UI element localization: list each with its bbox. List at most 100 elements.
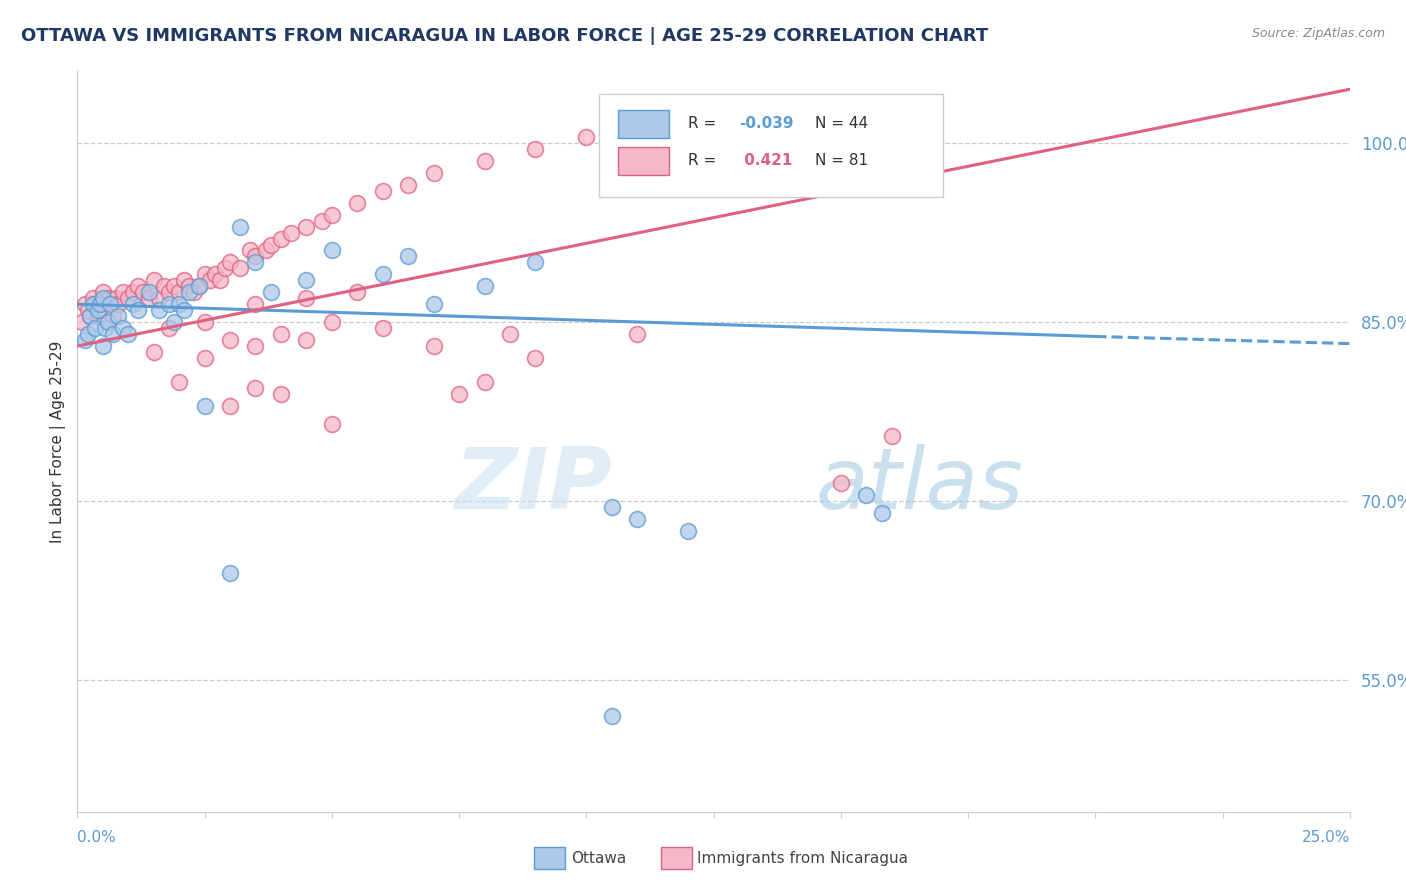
Point — [396, 178, 419, 192]
Point — [84, 297, 107, 311]
Point — [245, 255, 267, 269]
Point — [524, 142, 547, 156]
Point — [830, 476, 852, 491]
Point — [179, 285, 201, 300]
Point — [112, 321, 135, 335]
Point — [94, 321, 117, 335]
Point — [346, 285, 368, 300]
Point — [208, 273, 231, 287]
Point — [157, 285, 180, 300]
Point — [855, 488, 877, 502]
Point — [422, 166, 444, 180]
Point — [194, 268, 217, 282]
Text: Immigrants from Nicaragua: Immigrants from Nicaragua — [697, 851, 908, 865]
Text: N = 81: N = 81 — [815, 153, 869, 168]
Point — [229, 219, 252, 234]
Point — [422, 297, 444, 311]
Text: 0.421: 0.421 — [740, 153, 793, 168]
Point — [167, 285, 190, 300]
Point — [600, 709, 623, 723]
Text: R =: R = — [688, 153, 721, 168]
Point — [76, 327, 98, 342]
Point — [295, 291, 318, 305]
Point — [880, 428, 903, 442]
Point — [107, 297, 129, 311]
Point — [194, 351, 217, 365]
Point — [239, 244, 262, 258]
Point — [91, 285, 114, 300]
Point — [219, 566, 242, 580]
Point — [112, 285, 135, 300]
Point — [82, 291, 104, 305]
Point — [148, 303, 170, 318]
Point — [91, 291, 114, 305]
Point — [295, 273, 318, 287]
Text: OTTAWA VS IMMIGRANTS FROM NICARAGUA IN LABOR FORCE | AGE 25-29 CORRELATION CHART: OTTAWA VS IMMIGRANTS FROM NICARAGUA IN L… — [21, 27, 988, 45]
Point — [132, 285, 155, 300]
Point — [89, 303, 111, 318]
Point — [396, 250, 419, 264]
Point — [91, 339, 114, 353]
Text: ZIP: ZIP — [454, 444, 612, 527]
Point — [73, 297, 96, 311]
Point — [280, 226, 302, 240]
Point — [79, 309, 101, 323]
Point — [89, 297, 111, 311]
Point — [626, 512, 648, 526]
Point — [295, 333, 318, 347]
Point — [321, 208, 343, 222]
Point — [167, 375, 190, 389]
Point — [260, 237, 283, 252]
Point — [122, 285, 145, 300]
Point — [86, 303, 108, 318]
Point — [157, 321, 180, 335]
Point — [321, 244, 343, 258]
Point — [82, 297, 104, 311]
Point — [73, 333, 96, 347]
Point — [173, 273, 195, 287]
Point — [163, 279, 186, 293]
Point — [188, 279, 211, 293]
Point — [142, 273, 165, 287]
Point — [219, 255, 242, 269]
Point — [524, 351, 547, 365]
Point — [245, 339, 267, 353]
Point — [321, 417, 343, 431]
Point — [219, 399, 242, 413]
Point — [371, 321, 394, 335]
Point — [270, 231, 292, 245]
Point — [194, 399, 217, 413]
Point — [97, 315, 120, 329]
FancyBboxPatch shape — [599, 94, 942, 197]
Point — [219, 333, 242, 347]
Point — [167, 297, 190, 311]
Point — [100, 297, 122, 311]
Point — [72, 315, 94, 329]
Point — [127, 279, 149, 293]
Point — [194, 315, 217, 329]
Text: atlas: atlas — [815, 444, 1024, 527]
Text: N = 44: N = 44 — [815, 116, 869, 131]
Point — [183, 285, 205, 300]
Point — [100, 297, 122, 311]
Text: Source: ZipAtlas.com: Source: ZipAtlas.com — [1251, 27, 1385, 40]
Point — [94, 303, 117, 318]
Point — [260, 285, 283, 300]
Point — [148, 291, 170, 305]
Point — [804, 100, 827, 114]
Point — [101, 327, 124, 342]
Point — [575, 130, 598, 145]
Point — [204, 268, 226, 282]
Point — [214, 261, 236, 276]
Point — [107, 309, 129, 323]
Point — [138, 285, 160, 300]
Point — [122, 297, 145, 311]
Text: R =: R = — [688, 116, 721, 131]
Text: 0.0%: 0.0% — [77, 830, 117, 845]
Point — [524, 255, 547, 269]
Point — [86, 309, 108, 323]
Point — [474, 279, 496, 293]
Point — [321, 315, 343, 329]
Point — [474, 153, 496, 168]
Point — [270, 327, 292, 342]
